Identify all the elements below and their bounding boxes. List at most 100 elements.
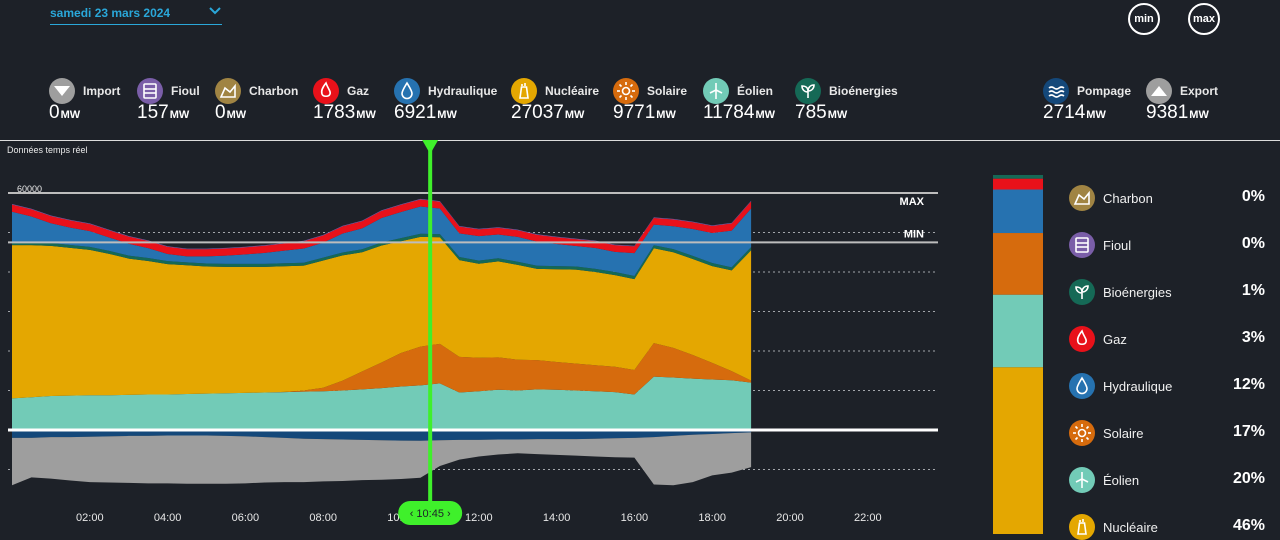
legend-name: Hydraulique	[1103, 379, 1173, 394]
legend-name: Fioul	[1103, 238, 1132, 253]
energy-name: Bioénergies	[829, 84, 898, 98]
coal-icon	[1073, 190, 1090, 205]
energy-name: Éolien	[737, 84, 774, 98]
energy-name: Hydraulique	[428, 84, 498, 98]
realtime-label: Données temps réel	[7, 145, 88, 155]
chevron-down-icon	[54, 86, 70, 96]
sun-icon	[617, 82, 635, 100]
energy-value: 11784MW	[703, 102, 775, 123]
x-tick-label: 16:00	[621, 512, 649, 524]
chevron-down-icon	[209, 7, 221, 15]
area-hydraulique	[12, 206, 752, 277]
energy-name: Fioul	[171, 84, 200, 98]
legend-row: Bioénergies 1%	[1069, 279, 1265, 305]
area-bioénergies	[12, 233, 752, 280]
wind-turbine-icon	[1075, 472, 1089, 488]
y-tick-label: 60000	[17, 184, 42, 194]
energy-name: Charbon	[249, 84, 299, 98]
legend-row: Éolien 20%	[1069, 467, 1265, 493]
header-separator	[0, 140, 1280, 141]
oil-drum-icon	[1075, 237, 1089, 253]
legend-name: Bioénergies	[1103, 285, 1172, 300]
x-tick-label: 22:00	[854, 512, 882, 524]
min-label: MIN	[904, 228, 924, 240]
cursor-marker	[422, 140, 439, 154]
legend-pct: 0%	[1241, 235, 1265, 252]
x-tick-label: 18:00	[698, 512, 726, 524]
energy-value: 0MW	[215, 102, 247, 123]
legend-name: Charbon	[1103, 191, 1153, 206]
legend-name: Solaire	[1103, 426, 1144, 441]
legend-row: Gaz 3%	[1069, 326, 1265, 352]
water-drop-icon	[401, 81, 413, 100]
energy-value: 0MW	[49, 102, 81, 123]
energy-value: 1783MW	[313, 102, 376, 123]
legend-name: Éolien	[1103, 473, 1140, 488]
stack-segment-nucléaire	[993, 367, 1043, 534]
wind-turbine-icon	[709, 83, 723, 99]
legend-row: Hydraulique 12%	[1069, 373, 1265, 399]
legend-name: Gaz	[1103, 332, 1127, 347]
area-solaire	[12, 343, 752, 399]
date-selector[interactable]: samedi 23 mars 2024	[50, 6, 222, 25]
energy-value: 785MW	[795, 102, 848, 123]
leaf-icon	[1075, 285, 1089, 299]
area-nucléaire	[12, 236, 752, 399]
energy-name: Pompage	[1077, 84, 1132, 98]
max-button[interactable]: max	[1188, 3, 1220, 35]
production-chart: 6000050000400003000020000100000-10000MAX…	[8, 140, 1043, 534]
legend-pct: 3%	[1241, 329, 1265, 346]
x-tick-label: 04:00	[154, 512, 182, 524]
legend-pct: 20%	[1232, 470, 1265, 487]
energy-name: Gaz	[347, 84, 370, 98]
legend-name: Nucléaire	[1103, 520, 1158, 535]
area-éolien	[12, 376, 752, 430]
energy-name: Solaire	[647, 84, 688, 98]
cursor-time-label: ‹ 10:45 ›	[410, 508, 451, 520]
flame-icon	[1076, 329, 1087, 346]
legend-pct: 17%	[1232, 423, 1265, 440]
x-tick-label: 08:00	[309, 512, 337, 524]
area-pompage	[12, 430, 752, 441]
energy-value: 9771MW	[613, 102, 676, 123]
sun-icon	[1073, 424, 1091, 442]
stack-segment-hydraulique	[993, 189, 1043, 234]
nuclear-plant-icon	[519, 83, 529, 99]
legend-pct: 1%	[1241, 282, 1265, 299]
energy-summary-bar: Import 0MW Fioul 157MW Charbon 0MW Gaz 1783MW Hy…	[0, 78, 1280, 128]
date-selector-label: samedi 23 mars 2024	[50, 6, 171, 20]
chevron-up-icon	[1151, 86, 1167, 96]
oil-drum-icon	[143, 83, 157, 99]
leaf-icon	[801, 84, 815, 98]
nuclear-plant-icon	[1077, 519, 1087, 535]
x-tick-label: 02:00	[76, 512, 104, 524]
min-button[interactable]: min	[1128, 3, 1160, 35]
stack-segment-gaz	[993, 178, 1043, 190]
energy-name: Import	[83, 84, 121, 98]
legend-pct: 46%	[1232, 517, 1265, 534]
legend-row: Fioul 0%	[1069, 232, 1265, 258]
energy-name: Export	[1180, 84, 1219, 98]
flame-icon	[320, 81, 331, 98]
energy-value: 27037MW	[511, 102, 585, 123]
legend-row: Charbon 0%	[1069, 185, 1265, 211]
x-tick-label: 14:00	[543, 512, 571, 524]
cursor-time-pill[interactable]	[398, 501, 463, 525]
area-export	[12, 432, 752, 486]
stack-segment-bioénergies	[993, 175, 1043, 179]
x-tick-label: 12:00	[465, 512, 493, 524]
x-tick-label: 06:00	[232, 512, 260, 524]
legend-row: Nucléaire 46%	[1069, 514, 1265, 540]
stack-segment-éolien	[993, 294, 1043, 368]
waves-icon	[1048, 86, 1065, 98]
legend-pct: 12%	[1232, 376, 1265, 393]
coal-icon	[219, 83, 236, 98]
legend-row: Solaire 17%	[1069, 420, 1265, 446]
x-tick-label: 20:00	[776, 512, 804, 524]
energy-value: 157MW	[137, 102, 190, 123]
water-drop-icon	[1076, 376, 1088, 395]
energy-value: 6921MW	[394, 102, 457, 123]
energy-value: 2714MW	[1043, 102, 1106, 123]
energy-value: 9381MW	[1146, 102, 1209, 123]
stack-segment-solaire	[993, 233, 1043, 295]
